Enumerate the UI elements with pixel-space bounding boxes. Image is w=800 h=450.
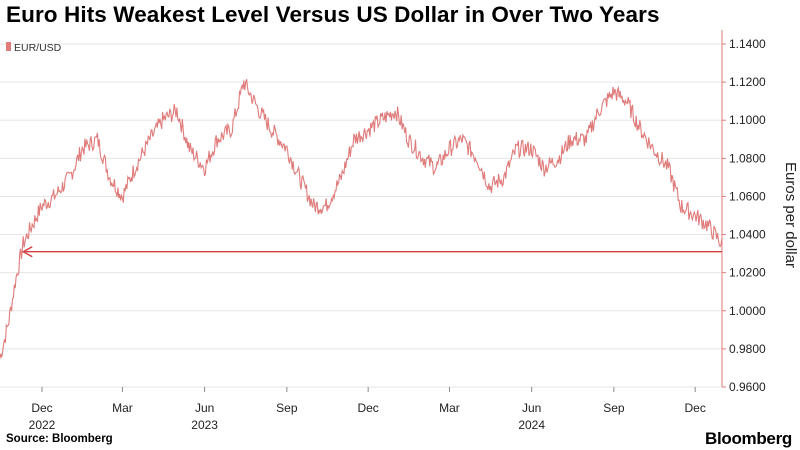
y-axis-title: Euros per dollar — [782, 162, 799, 268]
y-tick-label: 0.9800 — [729, 342, 766, 356]
x-tick-label: Sep — [603, 401, 625, 415]
x-tick-labels: Dec 2022 Mar Jun 2023 Sep Dec Mar Jun 2024 Sep Dec — [29, 387, 706, 432]
y-tick-label: 1.1200 — [729, 75, 766, 89]
x-tick-label: Mar — [112, 401, 133, 415]
y-tick-label: 1.0800 — [729, 151, 766, 165]
y-tick-label: 0.9600 — [729, 380, 766, 394]
y-tick-label: 1.0200 — [729, 266, 766, 280]
legend-swatch-eur-usd — [6, 42, 11, 51]
series-line-eur-usd — [0, 79, 723, 359]
y-tick-label: 1.0000 — [729, 304, 766, 318]
x-tick-label: Dec — [357, 401, 378, 415]
bloomberg-logo: Bloomberg — [704, 429, 792, 448]
x-year-label: 2024 — [518, 418, 545, 432]
x-tick-label: Sep — [276, 401, 298, 415]
arrow-head — [21, 246, 33, 258]
y-tick-label: 1.1000 — [729, 113, 766, 127]
x-tick-label: Dec — [31, 401, 52, 415]
x-tick-label: Jun — [522, 401, 541, 415]
y-tick-label: 1.0400 — [729, 228, 766, 242]
chart-title: Euro Hits Weakest Level Versus US Dollar… — [6, 2, 660, 27]
source-note: Source: Bloomberg — [6, 433, 113, 445]
grid-lines — [0, 43, 722, 388]
x-year-label: 2023 — [191, 418, 218, 432]
x-tick-label: Jun — [195, 401, 214, 415]
legend: EUR/USD — [6, 42, 62, 54]
x-year-label: 2022 — [29, 418, 56, 432]
y-tick-labels: 1.1400 1.1200 1.1000 1.0800 1.0600 1.0400 1.02… — [722, 37, 766, 394]
legend-label-eur-usd: EUR/USD — [14, 42, 62, 54]
x-tick-label: Dec — [685, 401, 706, 415]
low-level-arrow — [21, 246, 722, 258]
x-tick-label: Mar — [439, 401, 460, 415]
y-tick-label: 1.1400 — [729, 37, 766, 51]
y-tick-label: 1.0600 — [729, 189, 766, 203]
